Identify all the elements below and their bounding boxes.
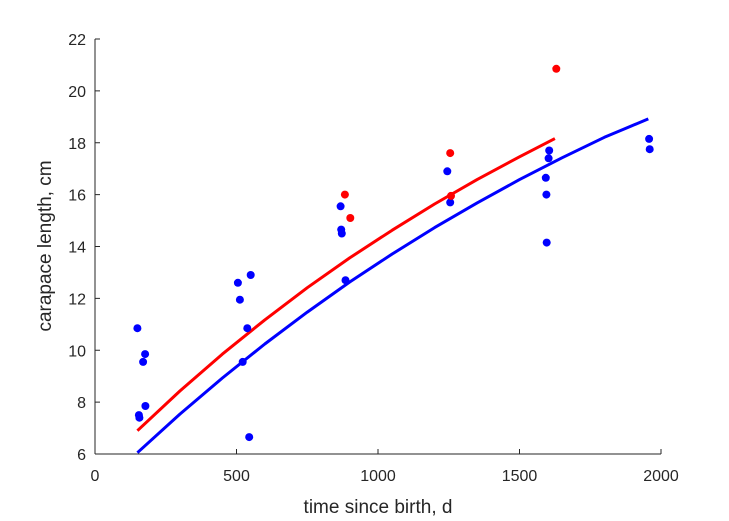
y-tick-label: 8 <box>77 395 86 412</box>
data-point-0-0 <box>133 324 142 333</box>
data-point-0-5 <box>141 402 150 410</box>
data-point-0-14 <box>337 229 346 238</box>
y-axis-title: carapace length, cm <box>35 160 56 331</box>
data-point-0-10 <box>245 433 254 442</box>
fit-curve-2 <box>136 117 649 454</box>
data-point-0-22 <box>545 146 554 155</box>
data-point-0-20 <box>542 238 551 247</box>
data-point-0-4 <box>141 350 150 359</box>
tick-marks <box>94 38 662 455</box>
data-point-1-2 <box>446 149 455 158</box>
data-point-0-6 <box>233 278 242 287</box>
x-tick-label: 1500 <box>502 468 538 485</box>
data-point-0-7 <box>235 295 244 304</box>
x-tick-label: 0 <box>91 468 100 485</box>
x-tick-label: 500 <box>223 468 250 485</box>
y-tick-labels: 6 8 10 12 14 16 18 20 22 <box>68 32 86 464</box>
y-tick-label: 22 <box>68 32 86 49</box>
y-tick-label: 16 <box>68 188 86 205</box>
fit-curve-3 <box>136 137 556 432</box>
data-point-0-8 <box>238 357 247 366</box>
y-tick-label: 14 <box>68 240 86 257</box>
y-tick-label: 6 <box>77 447 86 464</box>
y-tick-label: 10 <box>68 343 86 360</box>
y-tick-label: 20 <box>68 84 86 101</box>
data-point-0-19 <box>542 190 551 199</box>
data-point-0-3 <box>139 357 148 366</box>
y-tick-label: 12 <box>68 291 86 308</box>
x-tick-labels: 0 500 1000 1500 2000 <box>91 468 679 485</box>
data-point-0-15 <box>341 276 350 285</box>
data-point-0-24 <box>645 145 654 154</box>
data-point-0-18 <box>541 173 550 182</box>
data-point-0-17 <box>446 198 455 207</box>
data-point-0-11 <box>246 271 255 279</box>
plot-area <box>133 64 654 454</box>
y-tick-label: 18 <box>68 136 86 153</box>
data-point-0-2 <box>135 413 144 422</box>
data-point-0-9 <box>243 324 252 333</box>
x-tick-label: 1000 <box>360 468 396 485</box>
data-point-0-21 <box>544 154 553 163</box>
x-axis-title: time since birth, d <box>304 497 453 518</box>
data-point-1-3 <box>447 191 455 200</box>
x-tick-label: 2000 <box>643 468 679 485</box>
data-point-1-1 <box>346 214 355 222</box>
data-point-0-16 <box>443 167 452 176</box>
data-point-1-4 <box>552 64 561 73</box>
data-point-0-23 <box>645 134 654 143</box>
data-point-0-12 <box>336 202 345 211</box>
data-point-1-0 <box>340 190 349 199</box>
